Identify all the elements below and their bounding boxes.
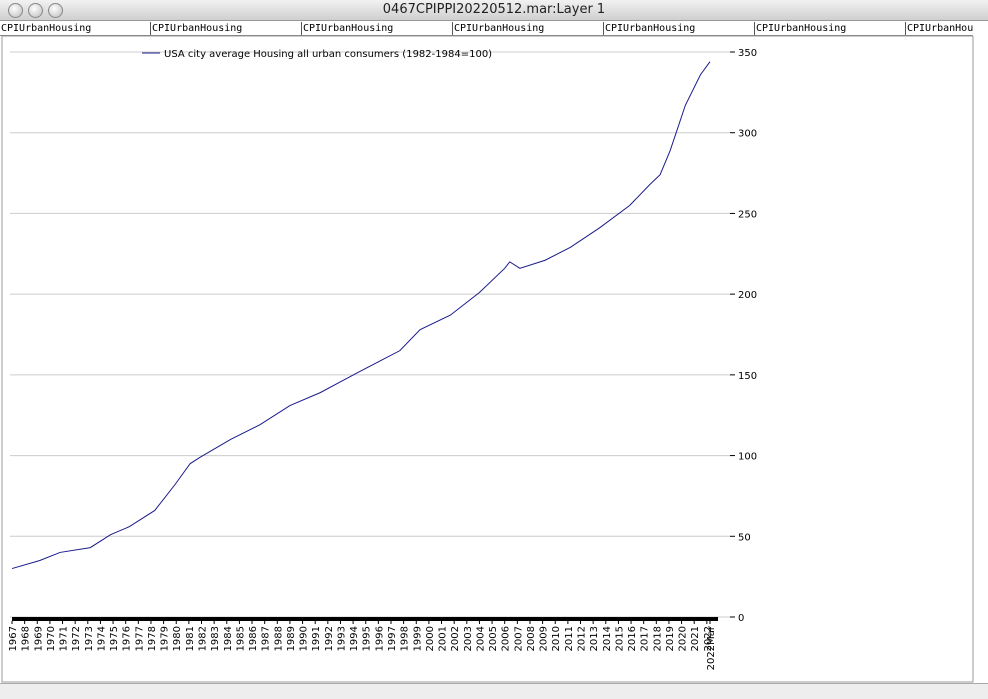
x-tick-label: 1996 [374, 626, 385, 651]
x-tick-label: 1977 [134, 626, 145, 651]
x-tick-label: 2009 [539, 626, 550, 651]
tab-bar: CPIUrbanHousing CPIUrbanHousing CPIUrbanHo… [0, 21, 973, 36]
x-tick-label: 1972 [71, 626, 82, 651]
x-tick-label: 2000 [425, 626, 436, 651]
y-tick-label: 300 [738, 129, 757, 140]
x-tick-label: 1983 [210, 626, 221, 651]
x-tick-label: 2002 [450, 626, 461, 651]
tab[interactable]: CPIUrbanHousing [453, 22, 604, 35]
x-tick-label: 2006 [501, 626, 512, 651]
x-tick-label: 1981 [185, 626, 196, 651]
y-tick-label: 0 [738, 613, 744, 624]
x-tick-label: 2014 [602, 626, 613, 651]
x-tick-label: 2010 [551, 626, 562, 651]
x-tick-label: 1997 [387, 626, 398, 651]
tab[interactable]: CPIUrbanHousing [906, 22, 973, 35]
x-tick-label: 1982 [198, 626, 209, 651]
y-tick-label: 350 [738, 48, 757, 59]
x-tick-label: 1989 [286, 626, 297, 651]
x-tick-label: 1998 [400, 626, 411, 651]
tab[interactable]: CPIUrbanHousing [302, 22, 453, 35]
x-tick-label: 1995 [362, 626, 373, 651]
legend-label: USA city average Housing all urban consu… [164, 49, 492, 60]
x-tick-label: 2011 [564, 626, 575, 651]
y-tick-label: 50 [738, 532, 751, 543]
scrollbar[interactable] [0, 683, 988, 699]
x-tick-label: 1980 [172, 626, 183, 651]
x-tick-label: 1974 [96, 626, 107, 651]
x-tick-label: 1973 [84, 626, 95, 651]
x-tick-label: 1978 [147, 626, 158, 651]
minimize-button[interactable] [28, 3, 43, 18]
x-axis [12, 617, 718, 621]
zoom-button[interactable] [48, 3, 63, 18]
y-tick-label: 100 [738, 452, 757, 463]
x-tick-label: 2015 [614, 626, 625, 651]
x-tick-label: 1967 [8, 626, 19, 651]
x-tick-label: 1993 [336, 626, 347, 651]
window-title: 0467CPIPPI20220512.mar:Layer 1 [382, 2, 606, 17]
x-tick-label: 1976 [122, 626, 133, 651]
title-bar: 0467CPIPPI20220512.mar:Layer 1 [0, 0, 988, 21]
x-tick-label: 1987 [261, 626, 272, 651]
x-tick-label: 2008 [526, 626, 537, 651]
x-tick-label: 1984 [223, 626, 234, 651]
tab[interactable]: CPIUrbanHousing [0, 22, 151, 35]
x-tick-label: 1994 [349, 626, 360, 651]
x-tick-label: 2005 [488, 626, 499, 651]
x-tick-label: 1986 [248, 626, 259, 651]
plot-frame [1, 36, 974, 683]
x-tick-label: 1975 [109, 626, 120, 651]
x-tick-label: 2001 [438, 626, 449, 651]
y-tick-label: 200 [738, 290, 757, 301]
x-tick-label: 2003 [463, 626, 474, 651]
x-tick-label: 1992 [324, 626, 335, 651]
x-tick-label: 1971 [59, 626, 70, 651]
x-tick-label: 2013 [589, 626, 600, 651]
x-tick-label: 1970 [46, 626, 57, 651]
x-tick-label: 2022 [703, 626, 714, 651]
line [11, 61, 711, 570]
y-tick-label: 250 [738, 209, 757, 220]
x-tick-label: 2022Mar [706, 625, 717, 670]
close-button[interactable] [8, 3, 23, 18]
x-tick-label: 2017 [640, 626, 651, 651]
x-tick-label: 2007 [513, 626, 524, 651]
x-tick-label: 2004 [475, 626, 486, 651]
x-tick-label: 1990 [299, 626, 310, 651]
y-tick-label: 150 [738, 371, 757, 382]
x-tick-label: 2018 [652, 626, 663, 651]
x-tick-label: 2016 [627, 626, 638, 651]
x-tick-label: 1969 [33, 626, 44, 651]
x-tick-label: 1985 [235, 626, 246, 651]
x-tick-label: 1979 [160, 626, 171, 651]
tab[interactable]: CPIUrbanHousing [151, 22, 302, 35]
x-tick-label: 1991 [311, 626, 322, 651]
x-tick-label: 1968 [21, 626, 32, 651]
tab[interactable]: CPIUrbanHousing [604, 22, 755, 35]
x-tick-label: 1999 [412, 626, 423, 651]
x-tick-label: 2021 [690, 626, 701, 651]
tab[interactable]: CPIUrbanHousing [755, 22, 906, 35]
x-tick-label: 2020 [678, 626, 689, 651]
x-tick-label: 1988 [273, 626, 284, 651]
x-tick-label: 2019 [665, 626, 676, 651]
x-tick-label: 2012 [577, 626, 588, 651]
